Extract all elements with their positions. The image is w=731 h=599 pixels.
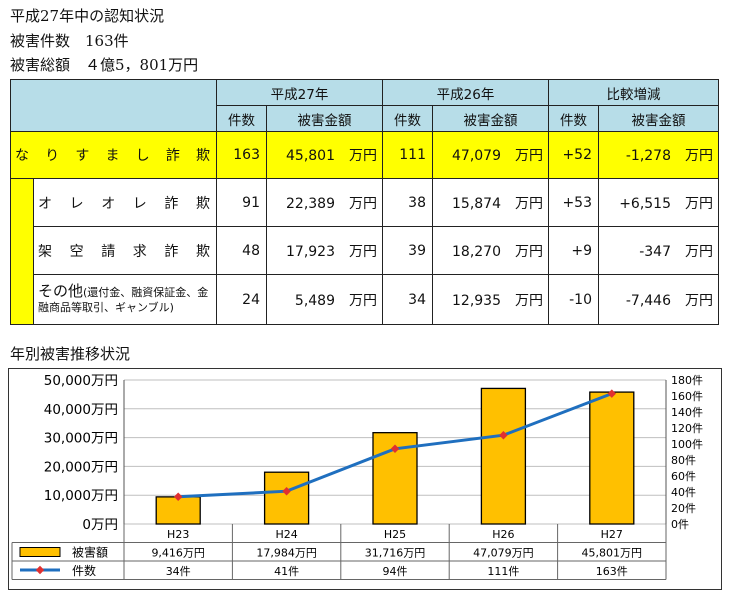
legend-key-damage [19, 547, 61, 557]
cell-other-h27-amount: 5,489 万円 [266, 274, 383, 325]
cell-kakuu-h27-count: 48 [216, 226, 267, 275]
damage-value-H23: 9,416万円 [151, 547, 205, 560]
bar-H24 [263, 471, 310, 525]
damage-value-H25: 31,716万円 [365, 547, 426, 560]
cell-oreore-h26-amount: 15,874 万円 [432, 178, 549, 227]
y-right-tick-label: 160件 [671, 390, 703, 403]
category-label-H27: H27 [601, 528, 623, 541]
count-value-H23: 34件 [166, 565, 191, 578]
cell-other-diff-amount: -7,446 万円 [598, 274, 719, 325]
cell-oreore-diff-count: +53 [548, 178, 599, 227]
damage-trend-chart: 0万円 10,000万円 20,000万円 30,000万円 40,000万円 50,00… [8, 368, 722, 590]
total-cases-line: 被害件数 163件 [10, 32, 129, 50]
count-marker-H24 [282, 486, 291, 496]
bar-H27 [589, 391, 635, 525]
table-row: オレオレ詐欺 91 22,389 万円 38 15,874 万円 +53 +6,51… [10, 178, 719, 325]
cell-total-diff-amount: -1,278 万円 [598, 131, 719, 179]
y-right-tick-label: 120件 [671, 422, 703, 435]
header-h27: 平成27年 [216, 79, 383, 106]
y-left-tick-label: 10,000万円 [44, 488, 118, 504]
cell-other-h26-count: 34 [382, 274, 433, 325]
category-label-H24: H24 [275, 528, 297, 541]
legend-label-damage: 被害額 [72, 545, 108, 560]
row-label-total: なりすまし詐欺 [10, 131, 217, 179]
count-marker-H26 [499, 430, 508, 440]
table-row-total: なりすまし詐欺 163 45,801 万円 111 47,079 万円 +52 -1… [10, 131, 719, 179]
bar-H23 [155, 496, 201, 525]
table-row: その他(還付金、融資保証金、金融商品等取引、ギャンブル) 24 5,489 万円 … [11, 274, 719, 325]
subheader-diff-amount: 被害金額 [598, 105, 719, 132]
count-value-H27: 163件 [596, 565, 628, 578]
chart-section-title: 年別被害推移状況 [10, 345, 131, 363]
table-row: 架空請求詐欺 48 17,923 万円 39 18,270 万円 +9 -347 万円 [11, 226, 719, 275]
report-title: 平成27年中の認知状況 [10, 7, 165, 25]
count-value-H26: 111件 [487, 565, 519, 578]
cell-oreore-h26-count: 38 [382, 178, 433, 227]
header-corner [10, 79, 217, 132]
y-right-tick-label: 100件 [671, 438, 703, 451]
cell-kakuu-h26-count: 39 [382, 226, 433, 275]
row-group-indent [10, 178, 34, 325]
count-marker-H23 [173, 492, 183, 502]
row-label-other: その他(還付金、融資保証金、金融商品等取引、ギャンブル) [33, 274, 217, 325]
header-h26: 平成26年 [382, 79, 549, 106]
cell-total-h26-amount: 47,079 万円 [432, 131, 549, 179]
y-right-tick-label: 20件 [671, 502, 696, 515]
cell-oreore-diff-amount: +6,515 万円 [598, 178, 719, 227]
category-label-H25: H25 [384, 528, 406, 541]
count-value-H24: 41件 [274, 565, 299, 578]
total-amount-line: 被害総額 ４億5，801万円 [10, 56, 199, 74]
row-label-oreore: オレオレ詐欺 [33, 178, 217, 227]
cell-kakuu-diff-amount: -347 万円 [598, 226, 719, 275]
bar-H26 [480, 387, 527, 525]
cell-total-diff-count: +52 [548, 131, 599, 179]
count-value-H25: 94件 [383, 565, 408, 578]
damage-value-H24: 17,984万円 [256, 547, 317, 560]
y-left-tick-label: 0万円 [82, 517, 118, 533]
y-right-tick-label: 180件 [671, 374, 703, 387]
cell-other-h26-amount: 12,935 万円 [432, 274, 549, 325]
header-diff: 比較増減 [548, 79, 719, 106]
category-label-H23: H23 [167, 528, 189, 541]
subheader-diff-count: 件数 [548, 105, 599, 132]
subheader-h26-amount: 被害金額 [432, 105, 549, 132]
legend-label-count: 件数 [72, 563, 96, 578]
y-right-tick-label: 140件 [671, 406, 703, 419]
cell-kakuu-diff-count: +9 [548, 226, 599, 275]
y-right-tick-label: 60件 [671, 470, 696, 483]
y-left-tick-label: 40,000万円 [44, 402, 118, 418]
subheader-h26-count: 件数 [382, 105, 433, 132]
cell-kakuu-h27-amount: 17,923 万円 [266, 226, 383, 275]
category-label-H26: H26 [492, 528, 514, 541]
damage-value-H27: 45,801万円 [582, 547, 643, 560]
y-right-tick-label: 40件 [671, 486, 696, 499]
y-right-tick-label: 80件 [671, 454, 696, 467]
cell-total-h27-count: 163 [216, 131, 267, 179]
cell-kakuu-h26-amount: 18,270 万円 [432, 226, 549, 275]
count-marker-H25 [390, 444, 400, 454]
cell-total-h27-amount: 45,801 万円 [266, 131, 383, 179]
cell-total-h26-count: 111 [382, 131, 433, 179]
y-left-tick-label: 20,000万円 [44, 459, 118, 475]
subheader-h27-count: 件数 [216, 105, 267, 132]
damage-value-H26: 47,079万円 [473, 547, 534, 560]
y-right-tick-label: 0件 [671, 518, 689, 531]
summary-table: 平成27年 平成26年 比較増減 件数 被害金額 件数 被害金額 件数 被害金額… [10, 79, 719, 325]
y-left-tick-label: 30,000万円 [44, 431, 118, 447]
row-label-kakuu: 架空請求詐欺 [33, 226, 217, 275]
cell-other-h27-count: 24 [216, 274, 267, 325]
y-left-tick-label: 50,000万円 [44, 373, 118, 389]
subheader-h27-amount: 被害金額 [266, 105, 383, 132]
cell-oreore-h27-amount: 22,389 万円 [266, 178, 383, 227]
cell-other-diff-count: -10 [548, 274, 599, 325]
cell-oreore-h27-count: 91 [216, 178, 267, 227]
